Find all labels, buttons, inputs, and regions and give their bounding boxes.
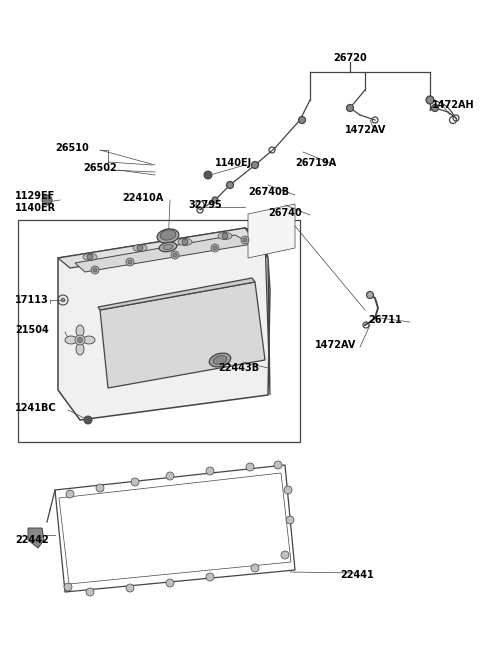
Text: 32795: 32795 — [188, 200, 222, 210]
Circle shape — [42, 195, 52, 205]
Text: 17113: 17113 — [15, 295, 49, 305]
Ellipse shape — [76, 325, 84, 337]
Circle shape — [206, 467, 214, 475]
Ellipse shape — [160, 230, 176, 240]
Text: 26719A: 26719A — [295, 158, 336, 168]
Polygon shape — [245, 228, 270, 395]
Text: 22442: 22442 — [15, 535, 49, 545]
Circle shape — [61, 298, 65, 302]
Circle shape — [213, 246, 217, 250]
Circle shape — [91, 266, 99, 274]
Circle shape — [227, 182, 233, 188]
Polygon shape — [98, 278, 255, 310]
Circle shape — [128, 260, 132, 264]
Circle shape — [173, 253, 177, 257]
Text: 1140EJ: 1140EJ — [215, 158, 252, 168]
Circle shape — [87, 254, 93, 260]
Text: 1241BC: 1241BC — [15, 403, 57, 413]
Ellipse shape — [133, 245, 147, 251]
Circle shape — [75, 335, 85, 345]
Circle shape — [131, 478, 139, 486]
Bar — [18, 220, 300, 442]
Ellipse shape — [163, 245, 173, 250]
Circle shape — [166, 472, 174, 480]
Circle shape — [166, 579, 174, 587]
Circle shape — [347, 104, 353, 112]
Text: 21504: 21504 — [15, 325, 49, 335]
Text: 22441: 22441 — [340, 570, 374, 580]
Ellipse shape — [157, 229, 179, 243]
Circle shape — [243, 238, 247, 242]
Circle shape — [66, 490, 74, 498]
Circle shape — [299, 117, 305, 123]
Circle shape — [77, 337, 83, 342]
Text: 26502: 26502 — [83, 163, 117, 173]
Ellipse shape — [159, 242, 177, 252]
Circle shape — [432, 104, 439, 112]
Ellipse shape — [209, 353, 231, 367]
Circle shape — [137, 245, 143, 251]
Ellipse shape — [76, 343, 84, 355]
Circle shape — [252, 161, 259, 169]
Polygon shape — [58, 228, 270, 420]
Text: 22410A: 22410A — [122, 193, 163, 203]
Text: 1129EF: 1129EF — [15, 191, 55, 201]
Ellipse shape — [218, 232, 232, 239]
Circle shape — [284, 486, 292, 494]
Circle shape — [64, 583, 72, 591]
Text: 1472AV: 1472AV — [345, 125, 386, 135]
Text: 26510: 26510 — [55, 143, 89, 153]
Text: 26740B: 26740B — [248, 187, 289, 197]
Circle shape — [241, 236, 249, 244]
Circle shape — [274, 461, 282, 469]
Text: 22443B: 22443B — [218, 363, 259, 373]
Circle shape — [212, 197, 218, 203]
Text: 26711: 26711 — [368, 315, 402, 325]
Circle shape — [222, 233, 228, 239]
Polygon shape — [75, 235, 252, 272]
Polygon shape — [100, 282, 265, 388]
Circle shape — [281, 551, 289, 559]
Circle shape — [126, 258, 134, 266]
Ellipse shape — [178, 239, 192, 245]
Circle shape — [251, 564, 259, 572]
Circle shape — [171, 251, 179, 259]
Ellipse shape — [83, 336, 95, 344]
Ellipse shape — [83, 253, 97, 260]
Circle shape — [367, 291, 373, 298]
Circle shape — [93, 268, 97, 272]
Circle shape — [126, 584, 134, 592]
Circle shape — [206, 573, 214, 581]
Circle shape — [246, 463, 254, 471]
Ellipse shape — [65, 336, 77, 344]
Circle shape — [204, 171, 212, 179]
Circle shape — [182, 239, 188, 245]
Polygon shape — [58, 228, 265, 268]
Circle shape — [426, 96, 434, 104]
Circle shape — [84, 416, 92, 424]
Text: 26720: 26720 — [333, 53, 367, 63]
Text: 26740: 26740 — [268, 208, 302, 218]
Polygon shape — [28, 528, 44, 548]
Text: 1472AH: 1472AH — [432, 100, 475, 110]
Polygon shape — [248, 204, 295, 258]
Circle shape — [286, 516, 294, 524]
Ellipse shape — [213, 356, 227, 364]
Circle shape — [211, 244, 219, 252]
Text: 1472AV: 1472AV — [315, 340, 356, 350]
Circle shape — [86, 588, 94, 596]
Text: 1140ER: 1140ER — [15, 203, 56, 213]
Circle shape — [96, 484, 104, 492]
